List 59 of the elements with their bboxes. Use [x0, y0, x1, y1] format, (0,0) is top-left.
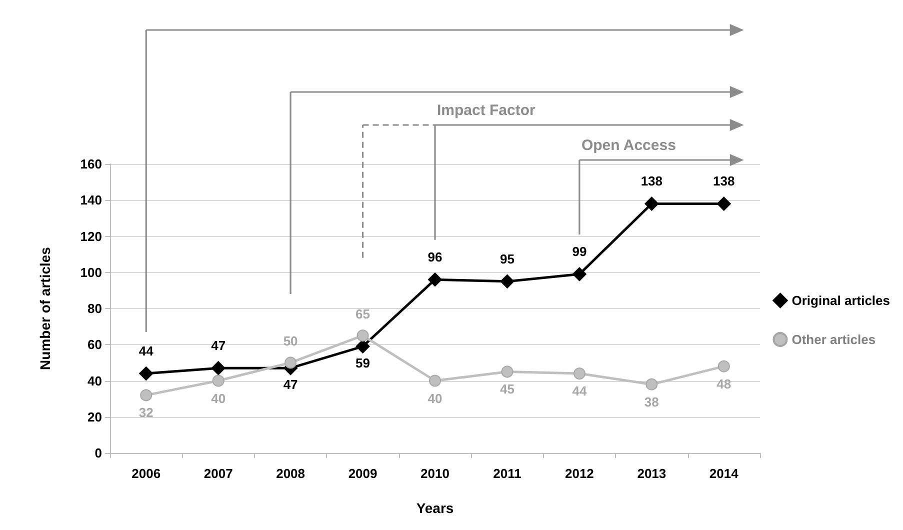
point [716, 196, 731, 211]
point [356, 339, 370, 354]
y-tick-label: 40 [88, 373, 102, 388]
data-label: 95 [500, 251, 514, 266]
data-label: 38 [644, 394, 659, 410]
data-label: 47 [283, 377, 298, 392]
point [211, 361, 226, 376]
y-tick-label: 0 [94, 446, 102, 460]
point [500, 274, 514, 288]
x-tick-label: 2007 [204, 466, 233, 481]
point [212, 374, 224, 387]
x-tick-label: 2006 [132, 466, 161, 481]
point [718, 360, 730, 372]
point [573, 368, 586, 380]
x-tick-label: 2008 [276, 466, 306, 481]
data-label: 138 [713, 174, 735, 189]
data-label: 96 [428, 250, 442, 265]
x-tick-label: 2013 [637, 466, 666, 481]
point [646, 378, 658, 390]
y-tick-label: 120 [80, 228, 102, 244]
y-axis-title: Number of articles [37, 246, 53, 370]
data-label: 44 [138, 344, 154, 359]
legend-label: Other articles [792, 332, 876, 347]
ref-line-label: Impact Factor [437, 102, 536, 119]
point [572, 267, 586, 282]
data-label: 47 [211, 338, 226, 354]
x-axis-title: Years [416, 500, 454, 516]
y-tick-label: 80 [88, 301, 102, 316]
data-label: 99 [572, 244, 587, 260]
x-tick-label: 2012 [564, 466, 594, 481]
point [429, 374, 441, 387]
data-label: 65 [356, 306, 370, 322]
x-tick-label: 2014 [709, 466, 740, 481]
point [501, 366, 514, 378]
point [139, 366, 154, 381]
data-label: 50 [283, 334, 298, 349]
data-label: 40 [211, 390, 226, 406]
legend-label: Original articles [792, 293, 890, 308]
data-label: 45 [500, 382, 514, 397]
y-tick-label: 60 [88, 337, 102, 352]
point [140, 389, 152, 402]
point [428, 272, 442, 287]
data-label: 59 [356, 355, 370, 370]
data-label: 44 [572, 384, 588, 399]
y-tick-label: 100 [80, 264, 102, 280]
ref-line-label: Open Access [581, 137, 676, 154]
y-tick-label: 140 [80, 192, 102, 208]
x-tick-label: 2009 [348, 466, 378, 481]
data-label: 40 [428, 390, 442, 406]
point [644, 196, 659, 211]
data-label: 48 [716, 376, 732, 392]
x-tick-label: 2011 [493, 466, 522, 481]
point [356, 330, 369, 342]
point [284, 356, 297, 369]
data-label: 138 [640, 174, 663, 189]
y-tick-label: 20 [88, 409, 102, 424]
data-label: 32 [138, 405, 154, 420]
x-tick-label: 2010 [420, 466, 450, 481]
y-tick-label: 160 [80, 156, 102, 172]
